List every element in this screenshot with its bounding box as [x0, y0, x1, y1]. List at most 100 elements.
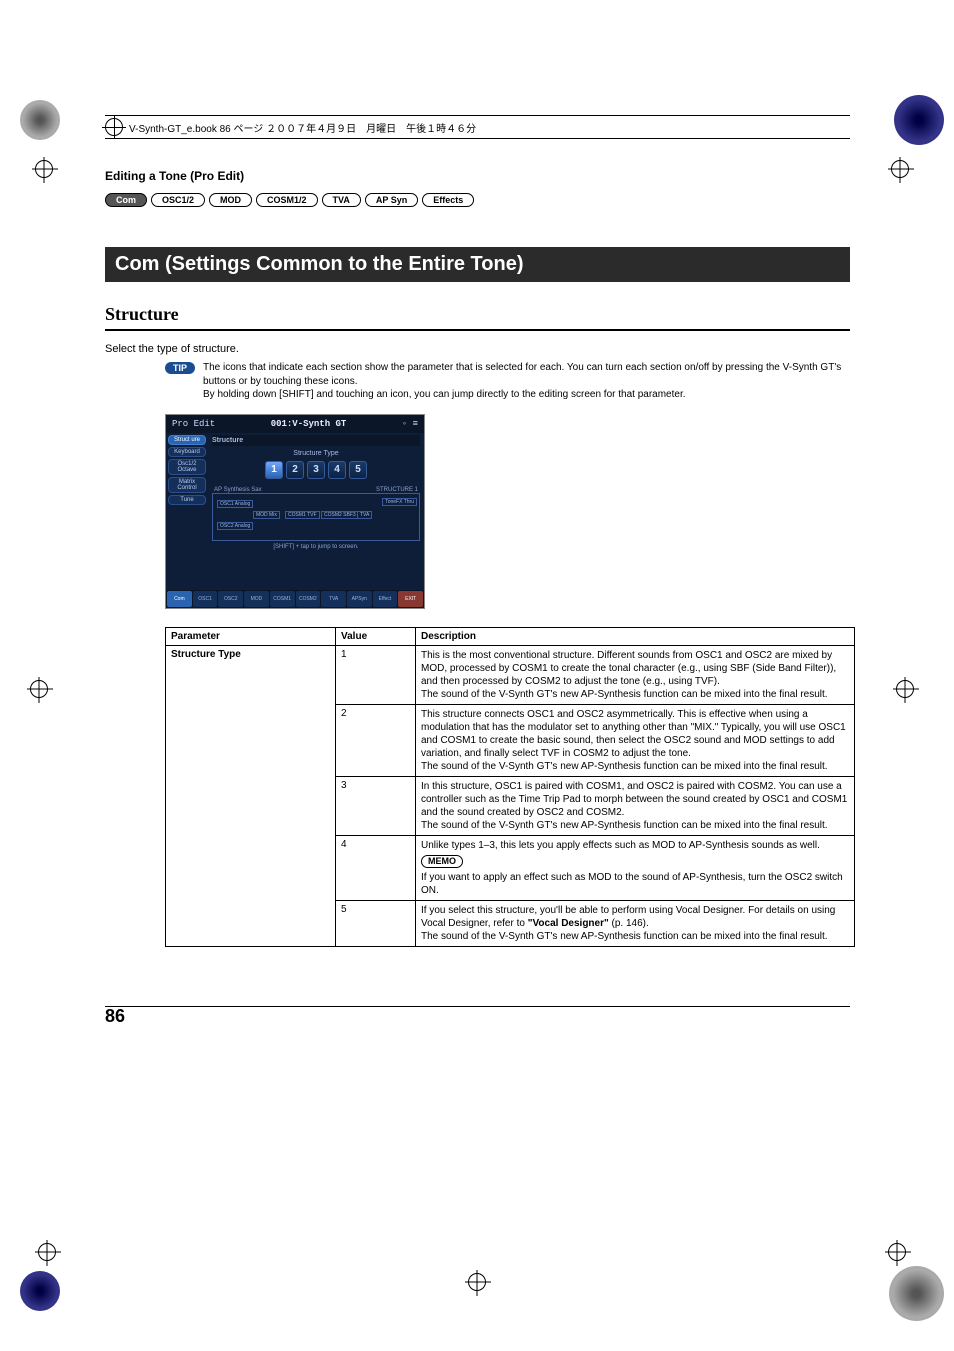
- ss-titlebar: Pro Edit 001:V-Synth GT ◦ ≡: [166, 415, 424, 433]
- cross-mark: [468, 1273, 486, 1291]
- ss-main-area: Structure Structure Type 1 2 3 4 5 AP Sy…: [208, 433, 424, 590]
- desc-post: If you want to apply an effect such as M…: [421, 872, 843, 896]
- section-title: Editing a Tone (Pro Edit): [105, 169, 850, 183]
- td-desc-4: Unlike types 1–3, this lets you apply ef…: [416, 835, 855, 901]
- ss-btab-apsyn[interactable]: APSyn: [347, 591, 372, 607]
- th-value: Value: [336, 627, 416, 645]
- page-number: 86: [105, 1006, 125, 1027]
- td-desc-5: If you select this structure, you'll be …: [416, 901, 855, 947]
- ss-type-4[interactable]: 4: [328, 461, 346, 479]
- cross-mark: [896, 680, 914, 698]
- desc-text: This is the most conventional structure.…: [421, 650, 836, 700]
- td-value-5: 5: [336, 901, 416, 947]
- main-heading: Com (Settings Common to the Entire Tone): [105, 247, 850, 282]
- ss-btab-osc2[interactable]: OSC2: [218, 591, 243, 607]
- th-parameter: Parameter: [166, 627, 336, 645]
- desc-mid: (p. 146).: [609, 918, 649, 929]
- table-header-row: Parameter Value Description: [166, 627, 855, 645]
- desc-text: This structure connects OSC1 and OSC2 as…: [421, 709, 846, 772]
- ss-btab-effect[interactable]: Effect: [373, 591, 398, 607]
- page-content: V-Synth-GT_e.book 86 ページ ２００７年４月９日 月曜日 午…: [105, 115, 850, 947]
- tab-apsyn[interactable]: AP Syn: [365, 193, 418, 207]
- td-desc-2: This structure connects OSC1 and OSC2 as…: [416, 704, 855, 776]
- ss-structure-label: Structure: [212, 435, 420, 446]
- node-osc2[interactable]: OSC2 Analog: [217, 522, 253, 530]
- ss-left-keyboard[interactable]: Keyboard: [168, 447, 206, 457]
- ss-diagram: OSC1 Analog OSC2 Analog MOD Mix COSM1 TV…: [212, 493, 420, 541]
- tab-effects[interactable]: Effects: [422, 193, 474, 207]
- ss-left-tune[interactable]: Tune: [168, 495, 206, 505]
- table-row: Structure Type 1 This is the most conven…: [166, 645, 855, 704]
- ss-body: Struct ure Keyboard Osc1/2 Octave Matrix…: [166, 433, 424, 590]
- ss-type-2[interactable]: 2: [286, 461, 304, 479]
- tip-line2: By holding down [SHIFT] and touching an …: [203, 389, 686, 400]
- ss-left-tabs: Struct ure Keyboard Osc1/2 Octave Matrix…: [166, 433, 208, 590]
- node-mod[interactable]: MOD Mix: [253, 511, 280, 519]
- ss-left-structure[interactable]: Struct ure: [168, 435, 206, 445]
- intro-text: Select the type of structure.: [105, 343, 850, 355]
- td-parameter: Structure Type: [166, 645, 336, 947]
- ss-type-3[interactable]: 3: [307, 461, 325, 479]
- ss-type-label: Structure Type: [212, 450, 420, 457]
- ss-type-5[interactable]: 5: [349, 461, 367, 479]
- ss-util-icons: ◦ ≡: [402, 419, 418, 429]
- desc-text: In this structure, OSC1 is paired with C…: [421, 781, 847, 831]
- book-header-line: V-Synth-GT_e.book 86 ページ ２００７年４月９日 月曜日 午…: [105, 115, 850, 139]
- ss-bottom-tabs: Com OSC1 OSC2 MOD COSM1 COSM2 TVA APSyn …: [166, 590, 424, 608]
- tip-line1: The icons that indicate each section sho…: [203, 362, 841, 387]
- td-desc-3: In this structure, OSC1 is paired with C…: [416, 776, 855, 835]
- ss-btab-tva[interactable]: TVA: [321, 591, 346, 607]
- tip-badge: TIP: [165, 362, 195, 374]
- cross-mark: [35, 160, 53, 178]
- ss-btab-osc1[interactable]: OSC1: [193, 591, 218, 607]
- tab-cosm12[interactable]: COSM1/2: [256, 193, 318, 207]
- node-tva[interactable]: TVA: [357, 511, 372, 519]
- subheading-structure: Structure: [105, 304, 850, 331]
- ss-btab-mod[interactable]: MOD: [244, 591, 269, 607]
- tab-osc12[interactable]: OSC1/2: [151, 193, 205, 207]
- ss-btab-cosm2[interactable]: COSM2: [296, 591, 321, 607]
- ss-left-osc-octave[interactable]: Osc1/2 Octave: [168, 459, 206, 475]
- device-screenshot: Pro Edit 001:V-Synth GT ◦ ≡ Struct ure K…: [165, 414, 425, 609]
- ss-btab-cosm1[interactable]: COSM1: [270, 591, 295, 607]
- vocal-designer-ref: "Vocal Designer": [528, 918, 609, 929]
- register-target-icon: [105, 118, 123, 136]
- cross-mark: [891, 160, 909, 178]
- tab-mod[interactable]: MOD: [209, 193, 252, 207]
- breadcrumb-tabs: Com OSC1/2 MOD COSM1/2 TVA AP Syn Effect…: [105, 193, 850, 207]
- ss-screen-name: Pro Edit: [172, 419, 215, 429]
- printer-mark-bottom-right: [889, 1266, 944, 1321]
- ss-btab-exit[interactable]: EXIT: [398, 591, 423, 607]
- tab-tva[interactable]: TVA: [322, 193, 361, 207]
- parameter-table: Parameter Value Description Structure Ty…: [165, 627, 855, 948]
- cross-mark: [30, 680, 48, 698]
- node-osc1[interactable]: OSC1 Analog: [217, 500, 253, 508]
- tip-block: TIP The icons that indicate each section…: [165, 361, 850, 402]
- ss-hint-text: [SHIFT] + tap to jump to screen.: [212, 544, 420, 550]
- td-desc-1: This is the most conventional structure.…: [416, 645, 855, 704]
- td-value-4: 4: [336, 835, 416, 901]
- book-header-text: V-Synth-GT_e.book 86 ページ ２００７年４月９日 月曜日 午…: [129, 120, 476, 135]
- td-value-3: 3: [336, 776, 416, 835]
- memo-badge: MEMO: [421, 855, 463, 869]
- node-tonefx[interactable]: ToneFX Thru: [382, 498, 417, 506]
- desc-pre: Unlike types 1–3, this lets you apply ef…: [421, 840, 820, 851]
- tip-text: The icons that indicate each section sho…: [203, 361, 850, 402]
- node-cosm1[interactable]: COSM1 TVF: [285, 511, 320, 519]
- cross-mark: [888, 1243, 906, 1261]
- ss-type-row: 1 2 3 4 5: [212, 461, 420, 479]
- th-description: Description: [416, 627, 855, 645]
- ss-btab-com[interactable]: Com: [167, 591, 192, 607]
- ss-patch-title: 001:V-Synth GT: [221, 419, 396, 429]
- cross-mark: [38, 1243, 56, 1261]
- td-value-2: 2: [336, 704, 416, 776]
- ss-left-matrix[interactable]: Matrix Control: [168, 477, 206, 493]
- printer-mark-top-left: [20, 100, 60, 140]
- node-cosm2[interactable]: COSM2 SBF3: [321, 511, 359, 519]
- ss-type-1[interactable]: 1: [265, 461, 283, 479]
- td-value-1: 1: [336, 645, 416, 704]
- bottom-rule: [105, 1006, 850, 1007]
- desc-post: The sound of the V-Synth GT's new AP-Syn…: [421, 931, 828, 942]
- tab-com[interactable]: Com: [105, 193, 147, 207]
- printer-mark-bottom-left: [20, 1271, 60, 1311]
